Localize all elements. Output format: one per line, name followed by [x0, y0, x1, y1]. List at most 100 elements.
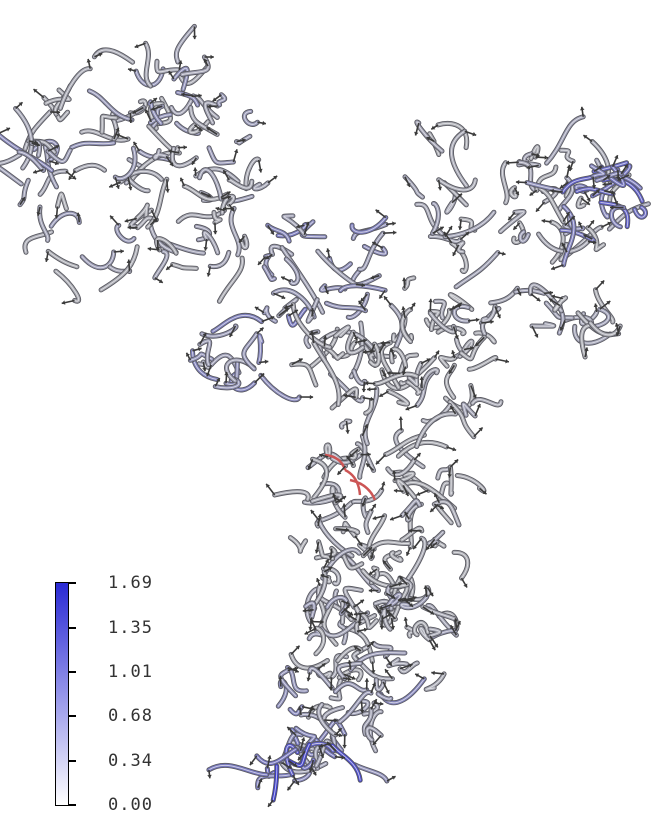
- displacement-arrow-head: [390, 625, 396, 630]
- displacement-arrow-head: [429, 592, 434, 597]
- displacement-arrow-head: [614, 323, 620, 327]
- displacement-arrow-head: [215, 206, 220, 212]
- highlighted-strand: [349, 478, 377, 501]
- displacement-arrow-head: [319, 453, 323, 458]
- displacement-arrow-head: [115, 127, 120, 132]
- backbone-segment: [273, 490, 310, 501]
- displacement-arrow-head: [284, 304, 289, 309]
- displacement-arrow-head: [393, 488, 398, 493]
- displacement-arrow-head: [68, 175, 73, 180]
- displacement-arrow-head: [258, 260, 262, 265]
- displacement-arrow-head: [453, 618, 458, 622]
- displacement-arrow-head: [363, 338, 367, 343]
- displacement-arrow-head: [398, 582, 402, 587]
- backbone-segment-highlight: [381, 609, 391, 630]
- backbone-segment-highlight: [472, 398, 502, 406]
- displacement-arrow-head: [372, 740, 377, 745]
- displacement-arrow-head: [584, 347, 589, 352]
- displacement-arrow-head: [207, 193, 212, 198]
- displacement-arrow-head: [166, 266, 171, 270]
- backbone-segment-highlight: [290, 653, 328, 669]
- displacement-arrow-head: [614, 155, 619, 160]
- backbone-segment-highlight: [204, 102, 219, 124]
- displacement-arrow-head: [347, 614, 352, 619]
- backbone-segment-highlight: [364, 388, 378, 445]
- displacement-arrow-head: [517, 291, 522, 296]
- displacement-arrow-head: [405, 406, 410, 411]
- displacement-arrow-head: [223, 170, 227, 175]
- backbone-segment-highlight: [634, 206, 646, 218]
- displacement-arrow-head: [404, 511, 409, 516]
- displacement-arrow-head: [229, 333, 234, 337]
- displacement-arrow-head: [260, 373, 265, 378]
- displacement-arrow-head: [132, 109, 137, 114]
- displacement-arrow-head: [264, 359, 269, 364]
- scale-label-min: 0.00: [108, 795, 153, 815]
- backbone-segment-highlight: [303, 497, 336, 504]
- backbone-segment-highlight: [156, 60, 180, 73]
- displacement-arrow-head: [408, 528, 412, 533]
- displacement-arrow-head: [370, 641, 374, 646]
- backbone-segment-highlight: [462, 403, 476, 417]
- backbone-segment-highlight: [315, 627, 325, 655]
- displacement-arrow-head: [391, 775, 396, 780]
- displacement-arrow-head: [413, 545, 417, 550]
- displacement-arrow-head: [387, 370, 391, 376]
- displacement-arrow-head: [168, 71, 173, 75]
- displacement-arrow-head: [270, 230, 274, 235]
- displacement-arrow-head: [328, 567, 332, 571]
- backbone-segment-highlight: [317, 585, 352, 621]
- backbone-segment-highlight: [173, 67, 188, 90]
- displacement-arrow-head: [334, 718, 338, 723]
- displacement-arrow-head: [367, 452, 371, 457]
- backbone-segment-highlight: [354, 764, 388, 782]
- displacement-arrow-head: [426, 358, 431, 363]
- backbone-segment-highlight: [468, 357, 497, 370]
- backbone-segment-highlight: [172, 264, 197, 269]
- displacement-arrow-head: [610, 205, 614, 210]
- backbone-segment-highlight: [208, 147, 234, 164]
- displacement-arrow-head: [287, 764, 292, 769]
- backbone-segment-highlight: [101, 115, 117, 133]
- displacement-arrow-head: [593, 303, 599, 308]
- displacement-arrow-head: [392, 221, 396, 226]
- displacement-arrow-head: [368, 547, 372, 552]
- displacement-arrow-head: [444, 231, 448, 236]
- displacement-arrow-head: [370, 275, 375, 280]
- scale-label-2: 1.35: [108, 618, 153, 638]
- backbone-segment-highlight: [581, 325, 590, 358]
- displacement-arrow-head: [431, 125, 436, 130]
- displacement-arrow-head: [304, 630, 309, 635]
- backbone-segment-highlight: [591, 165, 605, 177]
- displacement-arrow-head: [270, 315, 275, 321]
- displacement-arrow-head: [402, 277, 407, 282]
- displacement-arrow-head: [320, 753, 325, 758]
- displacement-arrow-head: [379, 393, 384, 397]
- displacement-arrow-head: [345, 430, 350, 434]
- backbone-segment-highlight: [501, 162, 508, 204]
- displacement-arrow-head: [207, 774, 212, 779]
- displacement-arrow-head: [365, 381, 369, 386]
- displacement-arrow-head: [347, 660, 352, 664]
- displacement-arrow-head: [239, 238, 243, 243]
- scale-tick: [69, 804, 76, 806]
- backbone-segment-highlight: [377, 693, 392, 700]
- backbone-segment-highlight: [292, 304, 331, 348]
- backbone-segment-highlight: [323, 707, 343, 721]
- displacement-arrow-head: [580, 106, 585, 111]
- displacement-arrow-head: [387, 613, 392, 618]
- backbone-segment-highlight: [437, 327, 465, 335]
- displacement-arrow-head: [490, 319, 494, 325]
- displacement-arrow-head: [76, 212, 81, 217]
- backbone-segment-highlight: [545, 302, 573, 319]
- backbone-segment-highlight: [316, 502, 352, 527]
- displacement-arrow-head: [165, 189, 170, 193]
- displacement-arrow-head: [152, 218, 157, 223]
- displacement-arrow-head: [54, 160, 59, 166]
- displacement-arrow-head: [267, 755, 272, 760]
- displacement-arrow-head: [452, 447, 457, 452]
- displacement-arrow-head: [98, 52, 103, 57]
- displacement-arrow-head: [293, 309, 298, 314]
- backbone-segment-highlight: [368, 515, 386, 559]
- displacement-arrow-head: [317, 514, 322, 518]
